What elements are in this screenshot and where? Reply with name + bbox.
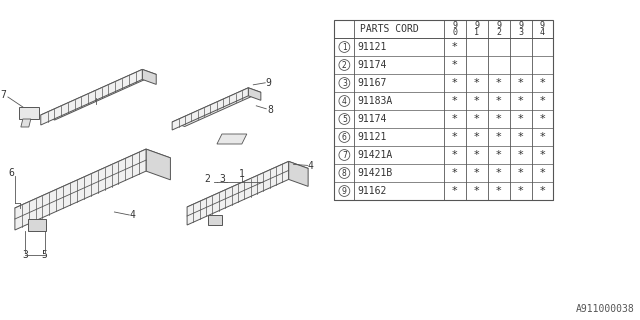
Text: *: * — [452, 114, 458, 124]
Text: *: * — [452, 96, 458, 106]
Text: *: * — [452, 78, 458, 88]
Bar — [335, 20, 554, 200]
Text: 91121: 91121 — [357, 42, 387, 52]
Text: 91183A: 91183A — [357, 96, 392, 106]
Text: 1: 1 — [239, 169, 244, 179]
Text: 5: 5 — [342, 115, 347, 124]
Text: 91421B: 91421B — [357, 168, 392, 178]
Text: *: * — [540, 132, 545, 142]
Polygon shape — [187, 161, 308, 214]
Polygon shape — [172, 88, 261, 126]
Text: *: * — [474, 78, 479, 88]
Polygon shape — [146, 149, 170, 180]
Text: 6: 6 — [8, 168, 14, 178]
Text: 9: 9 — [452, 21, 458, 30]
Text: 5: 5 — [42, 250, 48, 260]
Polygon shape — [142, 69, 156, 84]
Text: *: * — [518, 78, 524, 88]
Text: *: * — [496, 96, 502, 106]
Text: *: * — [496, 186, 502, 196]
Text: *: * — [540, 96, 545, 106]
Text: *: * — [518, 96, 524, 106]
Text: 0: 0 — [452, 28, 458, 37]
Text: 6: 6 — [342, 132, 347, 141]
Text: *: * — [452, 132, 458, 142]
Text: *: * — [452, 186, 458, 196]
Text: *: * — [474, 186, 479, 196]
Polygon shape — [41, 69, 156, 120]
Text: 9: 9 — [474, 21, 479, 30]
Polygon shape — [19, 107, 39, 119]
Polygon shape — [187, 161, 289, 225]
Polygon shape — [41, 69, 142, 125]
Text: 7: 7 — [342, 150, 347, 159]
Polygon shape — [172, 88, 248, 130]
Text: *: * — [474, 168, 479, 178]
Text: *: * — [518, 168, 524, 178]
Polygon shape — [15, 149, 170, 217]
Text: *: * — [518, 132, 524, 142]
Text: *: * — [540, 114, 545, 124]
Text: 2: 2 — [204, 174, 210, 184]
Text: *: * — [496, 114, 502, 124]
Text: *: * — [452, 150, 458, 160]
Text: *: * — [540, 150, 545, 160]
Text: *: * — [496, 150, 502, 160]
Text: 9: 9 — [342, 187, 347, 196]
Text: 9: 9 — [265, 78, 271, 88]
Text: A911000038: A911000038 — [576, 304, 635, 314]
Text: 1: 1 — [342, 43, 347, 52]
Text: 3: 3 — [518, 28, 523, 37]
Text: 4: 4 — [342, 97, 347, 106]
Text: 4: 4 — [308, 161, 314, 172]
Text: *: * — [518, 114, 524, 124]
Text: PARTS CORD: PARTS CORD — [360, 24, 419, 34]
Text: *: * — [496, 78, 502, 88]
Text: *: * — [474, 96, 479, 106]
Text: *: * — [540, 78, 545, 88]
Polygon shape — [217, 134, 247, 144]
Text: *: * — [452, 42, 458, 52]
Text: 9: 9 — [518, 21, 523, 30]
Polygon shape — [28, 219, 45, 231]
Text: 91174: 91174 — [357, 114, 387, 124]
Text: 3: 3 — [219, 174, 225, 184]
Text: 7: 7 — [0, 90, 6, 100]
Text: 2: 2 — [93, 90, 99, 100]
Polygon shape — [21, 119, 31, 127]
Text: 3: 3 — [342, 78, 347, 87]
Polygon shape — [248, 88, 261, 100]
Polygon shape — [15, 149, 146, 230]
Text: 91174: 91174 — [357, 60, 387, 70]
Text: *: * — [540, 186, 545, 196]
Text: *: * — [452, 168, 458, 178]
Text: 91421A: 91421A — [357, 150, 392, 160]
Text: *: * — [474, 150, 479, 160]
Text: 91162: 91162 — [357, 186, 387, 196]
Text: 91121: 91121 — [357, 132, 387, 142]
Text: 8: 8 — [342, 169, 347, 178]
Text: *: * — [474, 132, 479, 142]
Polygon shape — [289, 161, 308, 186]
Text: *: * — [496, 168, 502, 178]
Text: *: * — [452, 60, 458, 70]
Text: 9: 9 — [540, 21, 545, 30]
Text: 1: 1 — [474, 28, 479, 37]
Text: 4: 4 — [540, 28, 545, 37]
Polygon shape — [208, 215, 222, 225]
Text: *: * — [540, 168, 545, 178]
Text: 2: 2 — [342, 60, 347, 69]
Text: 2: 2 — [496, 28, 501, 37]
Text: 91167: 91167 — [357, 78, 387, 88]
Text: 3: 3 — [22, 250, 28, 260]
Text: *: * — [518, 150, 524, 160]
Text: 4: 4 — [129, 210, 135, 220]
Text: *: * — [496, 132, 502, 142]
Text: *: * — [474, 114, 479, 124]
Text: 9: 9 — [496, 21, 501, 30]
Text: 8: 8 — [268, 105, 273, 115]
Text: *: * — [518, 186, 524, 196]
